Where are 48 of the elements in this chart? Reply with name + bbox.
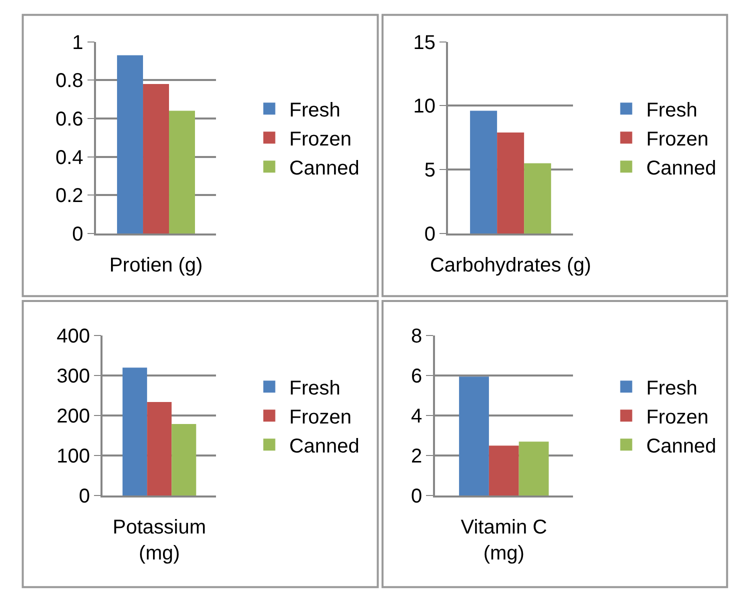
x-tick-label: Protien (g) <box>109 254 203 276</box>
bar <box>488 446 519 496</box>
y-tick-label: 4 <box>411 406 422 428</box>
y-tick-label: 0 <box>424 224 436 246</box>
y-tick-label: 8 <box>411 326 422 348</box>
y-tick-label: 0 <box>78 486 90 508</box>
y-tick-label: 400 <box>56 326 90 348</box>
y-tick-label: 0 <box>411 486 422 508</box>
legend-label: Frozen <box>289 128 352 150</box>
x-tick-label: Potassium (mg) <box>112 516 206 564</box>
legend-label: Fresh <box>646 377 698 400</box>
legend-label: Frozen <box>646 406 708 428</box>
bar <box>524 163 552 234</box>
legend-label: Frozen <box>289 406 352 428</box>
bar <box>143 84 170 234</box>
legend-label: Canned <box>289 157 360 180</box>
legend-label: Fresh <box>289 377 340 400</box>
legend-label: Canned <box>646 157 716 180</box>
y-tick-label: 2 <box>411 446 422 468</box>
legend-label: Fresh <box>289 99 340 122</box>
y-tick-label: 0 <box>72 224 84 246</box>
x-tick-label: Vitamin C (mg) <box>460 516 548 564</box>
legend-label: Canned <box>646 435 716 458</box>
bar <box>518 442 549 496</box>
bar <box>470 110 498 234</box>
bar <box>497 132 524 234</box>
bar <box>117 55 144 234</box>
y-tick-label: 1 <box>72 32 84 54</box>
y-tick-label: 100 <box>56 446 90 468</box>
y-tick-label: 15 <box>413 32 436 54</box>
y-tick-label: 0.8 <box>55 70 84 92</box>
x-tick-label: Carbohydrates (g) <box>430 254 592 276</box>
bar <box>147 402 172 496</box>
bar <box>172 424 196 496</box>
y-tick-label: 6 <box>411 366 422 388</box>
bar <box>169 110 195 234</box>
y-tick-label: 0.2 <box>55 185 84 208</box>
bar <box>459 376 489 496</box>
y-tick-label: 300 <box>56 366 90 388</box>
y-tick-label: 0.6 <box>55 108 84 130</box>
legend-label: Canned <box>289 435 360 458</box>
bar <box>122 368 148 496</box>
legend-label: Frozen <box>646 128 708 150</box>
y-tick-label: 200 <box>56 406 90 428</box>
y-tick-label: 10 <box>413 96 436 118</box>
legend-label: Fresh <box>646 99 698 122</box>
y-tick-label: 5 <box>424 160 436 182</box>
y-tick-label: 0.4 <box>55 146 84 169</box>
